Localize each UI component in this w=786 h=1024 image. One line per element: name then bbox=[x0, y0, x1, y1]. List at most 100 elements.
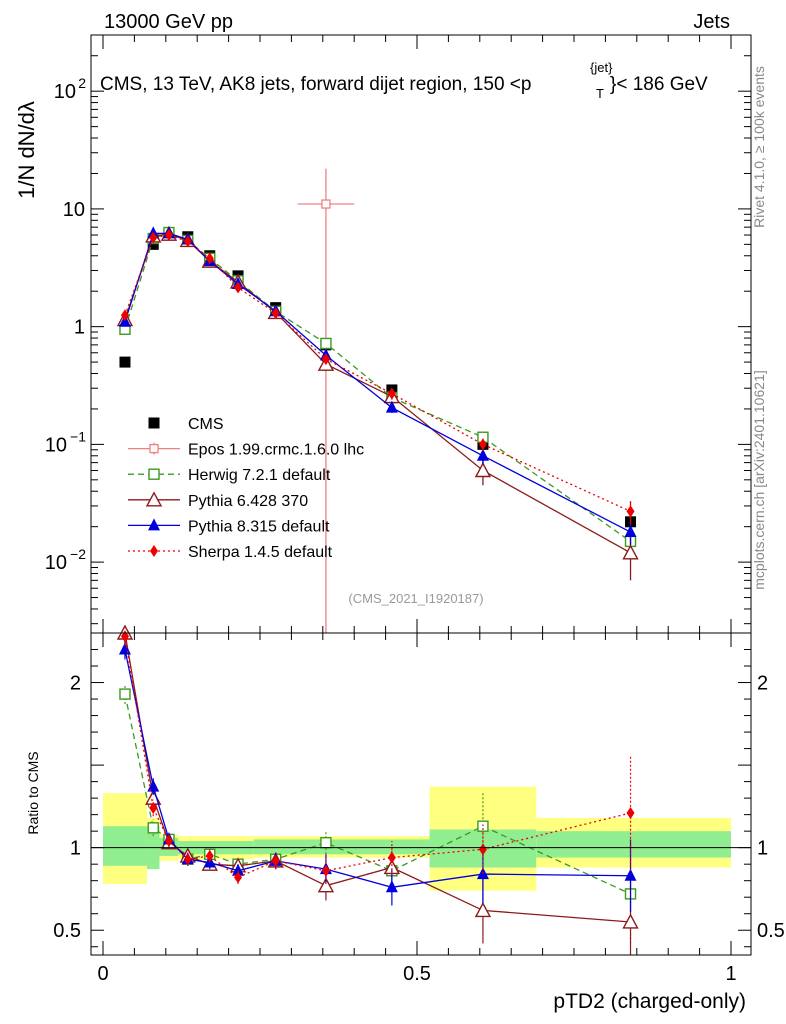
ratio-point-5-9 bbox=[478, 843, 487, 856]
analysis-id: (CMS_2021_I1920187) bbox=[348, 591, 483, 606]
series-1 bbox=[297, 168, 355, 633]
legend-marker-1 bbox=[149, 443, 159, 454]
legend-label-5: Sherpa 1.4.5 default bbox=[188, 544, 333, 561]
ratio-point-4-5 bbox=[232, 863, 245, 876]
point-5-10 bbox=[626, 505, 635, 518]
y-tick-exp-top-4: 2 bbox=[78, 75, 86, 91]
ratio-point-5-10 bbox=[626, 806, 635, 819]
ratio-point-3-9 bbox=[474, 901, 492, 918]
point-5-7 bbox=[321, 353, 330, 366]
legend-label-1: Epos 1.99.crmc.1.6.0 lhc bbox=[188, 442, 364, 459]
point-5-0 bbox=[120, 309, 129, 322]
ratio-point-5-6 bbox=[271, 854, 280, 867]
point-2-7 bbox=[320, 337, 332, 350]
ratio-point-5-1 bbox=[149, 802, 158, 815]
x-axis-label: pTD2 (charged-only) bbox=[553, 990, 746, 1013]
ratio-series-5 bbox=[120, 630, 635, 884]
legend-marker-4 bbox=[148, 518, 160, 531]
ratio-point-5-3 bbox=[183, 853, 192, 866]
ratio-frame bbox=[90, 632, 752, 956]
legend-label-3: Pythia 6.428 370 bbox=[188, 493, 308, 510]
point-1-0 bbox=[321, 199, 331, 209]
title-main: CMS, 13 TeV, AK8 jets, forward dijet reg… bbox=[100, 74, 531, 95]
legend-marker-2 bbox=[148, 468, 160, 480]
ratio-point-2-1 bbox=[147, 822, 159, 834]
y-tick-label-ratio-right-1: 1 bbox=[757, 838, 768, 860]
ratio-point-5-2 bbox=[164, 835, 173, 848]
ratio-point-3-10 bbox=[622, 913, 639, 929]
y-tick-label-ratio-right-0: 0.5 bbox=[757, 920, 785, 942]
point-3-10 bbox=[622, 544, 639, 560]
ratio-point-2-7 bbox=[320, 837, 332, 849]
ratio-point-5-8 bbox=[387, 851, 396, 864]
header-beam: 13000 GeV pp bbox=[104, 11, 233, 33]
rivet-label: Rivet 4.1.0, ≥ 100k events bbox=[751, 66, 767, 228]
legend-label-2: Herwig 7.2.1 default bbox=[188, 467, 331, 484]
y-axis-label-top: 1/N dN/dλ bbox=[14, 101, 39, 199]
y-tick-label-top-3: 10 bbox=[63, 199, 85, 221]
point-0-1 bbox=[147, 238, 159, 250]
point-5-8 bbox=[387, 387, 396, 400]
point-5-9 bbox=[478, 438, 487, 451]
point-4-8 bbox=[385, 400, 398, 413]
ratio-series-2 bbox=[119, 684, 637, 944]
x-tick-label-0: 0 bbox=[97, 963, 108, 985]
ratio-uncertainty-bands bbox=[103, 786, 731, 891]
header-category: Jets bbox=[693, 11, 730, 33]
point-4-10 bbox=[624, 525, 637, 538]
legend-label-0: CMS bbox=[188, 416, 224, 433]
y-tick-label-top-2: 1 bbox=[74, 317, 85, 339]
ratio-point-3-7 bbox=[317, 877, 335, 893]
point-5-6 bbox=[271, 307, 280, 320]
point-0-0 bbox=[119, 356, 131, 368]
x-tick-label-1: 0.5 bbox=[403, 963, 431, 985]
ratio-point-5-5 bbox=[234, 871, 243, 884]
x-tick-label-2: 1 bbox=[725, 963, 736, 985]
legend-marker-0 bbox=[148, 417, 160, 429]
legend-marker-3 bbox=[145, 491, 163, 507]
ratio-line-2 bbox=[124, 693, 631, 895]
plot-title: CMS, 13 TeV, AK8 jets, forward dijet reg… bbox=[100, 60, 708, 101]
ratio-point-4-8 bbox=[385, 880, 398, 893]
ratio-line-3 bbox=[124, 632, 631, 923]
y-tick-label-top-1: 10 bbox=[45, 434, 67, 456]
legend-marker-5 bbox=[150, 545, 158, 557]
ratio-point-4-10 bbox=[624, 868, 637, 881]
y-tick-label-top-4: 10 bbox=[54, 81, 76, 103]
ratio-point-5-7 bbox=[321, 864, 330, 877]
y-tick-label-top-0: 10 bbox=[45, 552, 67, 574]
title-sub: T bbox=[596, 86, 604, 101]
series-5 bbox=[120, 229, 635, 525]
ratio-point-2-0 bbox=[119, 688, 131, 700]
point-5-5 bbox=[234, 281, 243, 294]
y-tick-label-ratio-left-2: 2 bbox=[70, 673, 81, 695]
series-0 bbox=[119, 229, 637, 533]
series-line-top-2 bbox=[124, 231, 631, 542]
y-tick-label-ratio-right-2: 2 bbox=[757, 673, 768, 695]
ratio-point-5-4 bbox=[205, 849, 214, 862]
series-layer bbox=[116, 168, 639, 955]
mcplots-label: mcplots.cern.ch [arXiv:2401.10621] bbox=[751, 370, 767, 589]
ratio-point-2-9 bbox=[477, 820, 489, 832]
y-tick-exp-top-1: −1 bbox=[70, 428, 86, 444]
legend-label-4: Pythia 8.315 default bbox=[188, 518, 330, 535]
y-tick-label-ratio-left-0: 0.5 bbox=[53, 920, 81, 942]
ratio-point-4-1 bbox=[147, 779, 160, 792]
point-5-2 bbox=[164, 229, 173, 242]
title-end: }< 186 GeV bbox=[610, 74, 708, 95]
point-5-3 bbox=[183, 235, 192, 248]
series-line-top-4 bbox=[124, 232, 631, 533]
point-5-1 bbox=[149, 231, 158, 244]
point-4-9 bbox=[476, 448, 489, 461]
title-sup: {jet} bbox=[590, 60, 613, 75]
band-inner-6 bbox=[536, 831, 731, 858]
y-tick-label-ratio-left-1: 1 bbox=[70, 838, 81, 860]
point-3-9 bbox=[474, 462, 492, 478]
band-inner-4 bbox=[253, 839, 430, 855]
ratio-series-3 bbox=[116, 624, 639, 955]
y-axis-title: 1/N dN/dλ bbox=[14, 101, 39, 199]
legend: CMS Epos 1.99.crmc.1.6.0 lhc Herwig 7.2.1 … bbox=[128, 416, 364, 561]
y-axis-label-ratio: Ratio to CMS bbox=[25, 751, 41, 834]
